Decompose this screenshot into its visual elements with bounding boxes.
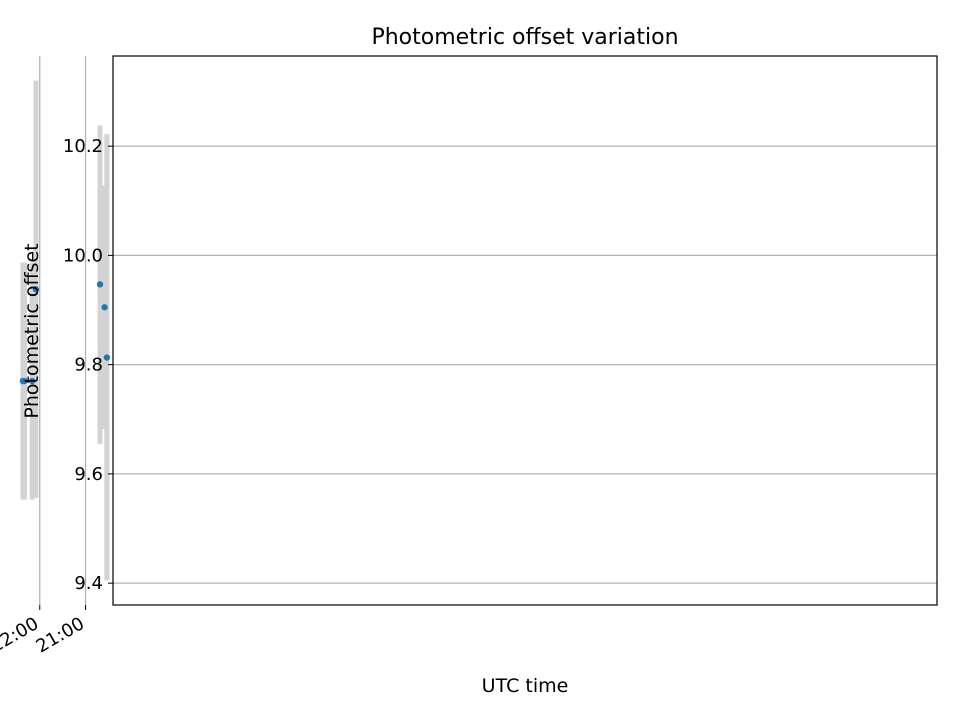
y-axis: 9.4 9.6 9.8 10.0 10.2 — [63, 136, 113, 594]
chart-title: Photometric offset variation — [371, 25, 678, 50]
y-tick-label: 10.2 — [63, 136, 103, 157]
data-point — [32, 286, 40, 293]
x-axis-label: UTC time — [482, 675, 569, 697]
y-tick-label: 10.0 — [63, 245, 103, 266]
y-tick-label: 9.4 — [74, 573, 103, 594]
y-tick-label: 9.8 — [74, 355, 103, 376]
data-points — [19, 281, 111, 385]
data-point — [103, 354, 111, 361]
plot-area — [113, 56, 937, 605]
plot-frame — [112, 55, 938, 606]
y-tick-label: 9.6 — [74, 464, 103, 485]
data-point — [28, 377, 36, 385]
x-tick-label: 21:00 — [33, 613, 88, 657]
y-axis-label: Photometric offset — [21, 243, 43, 418]
grid — [39, 56, 937, 605]
data-point — [96, 281, 104, 288]
x-tick-label: 22:00 — [0, 613, 42, 657]
data-point — [19, 377, 27, 385]
data-point — [101, 304, 108, 311]
